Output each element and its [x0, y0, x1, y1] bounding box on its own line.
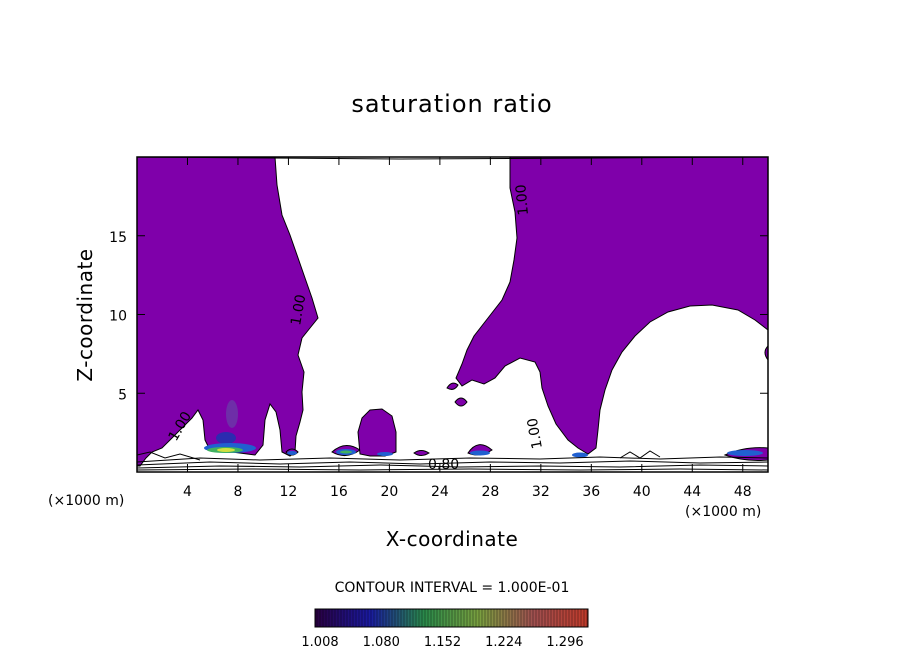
- y-axis-ticks: 5 10 15: [109, 230, 768, 403]
- high-saturation-patch: [287, 451, 297, 455]
- colorbar-tick-label: 1.224: [485, 635, 522, 650]
- x-tick-label: 4: [183, 484, 192, 500]
- surface-contours: [137, 157, 768, 471]
- high-saturation-patch: [377, 452, 393, 456]
- contour-label: 0.80: [428, 457, 459, 473]
- supersaturated-region-left: [137, 157, 319, 467]
- x-tick-label: 36: [582, 484, 600, 500]
- plot-area: [137, 157, 768, 471]
- x-tick-label: 16: [330, 484, 348, 500]
- colorbar-tick-labels: 1.008 1.080 1.152 1.224 1.296: [301, 635, 583, 650]
- y-axis-label: Z-coordinate: [73, 248, 97, 381]
- supersaturated-blob: [446, 382, 459, 390]
- supersaturated-blob: [454, 397, 468, 407]
- x-tick-label: 8: [233, 484, 242, 500]
- x-tick-label: 32: [532, 484, 550, 500]
- colorbar-tick-label: 1.296: [546, 635, 583, 650]
- high-saturation-patch: [216, 432, 236, 444]
- y-tick-label: 10: [109, 309, 127, 325]
- high-saturation-patch: [470, 450, 490, 456]
- chart-title: saturation ratio: [351, 90, 552, 118]
- contour-label: 1.00: [525, 417, 546, 450]
- x-tick-label: 28: [481, 484, 499, 500]
- colorbar-tick-label: 1.080: [363, 635, 400, 650]
- x-tick-label: 40: [633, 484, 651, 500]
- y-tick-label: 5: [118, 387, 127, 403]
- x-tick-label: 44: [683, 484, 701, 500]
- colorbar-stripes: [316, 609, 588, 627]
- supersaturated-dome: [357, 408, 397, 457]
- colorbar-tick-label: 1.008: [301, 635, 338, 650]
- high-saturation-patch: [226, 400, 238, 428]
- colorbar-tick-label: 1.152: [424, 635, 461, 650]
- supersaturated-blob: [413, 450, 430, 456]
- supersaturated-region-right: [455, 157, 768, 455]
- x-unit-label-right: (×1000 m): [685, 504, 761, 520]
- x-unit-label-left: (×1000 m): [48, 493, 124, 509]
- x-axis-ticks: 4 8 12 16 20 24 28 32 36 40 44 48: [183, 157, 752, 500]
- high-saturation-patch: [340, 450, 352, 454]
- high-saturation-patches: [204, 400, 763, 458]
- high-saturation-patch: [572, 452, 588, 458]
- x-tick-label: 48: [734, 484, 752, 500]
- high-saturation-patch: [217, 448, 235, 452]
- contour-interval-label: CONTOUR INTERVAL = 1.000E-01: [335, 580, 570, 596]
- x-tick-label: 24: [431, 484, 449, 500]
- contour-label: 1.00: [288, 293, 309, 326]
- high-saturation-patch: [727, 450, 763, 456]
- x-axis-label: X-coordinate: [386, 527, 519, 551]
- contour-label: 1.00: [513, 184, 532, 216]
- colorbar: [314, 608, 589, 628]
- y-tick-label: 15: [109, 230, 127, 246]
- x-tick-label: 20: [380, 484, 398, 500]
- x-tick-label: 12: [280, 484, 298, 500]
